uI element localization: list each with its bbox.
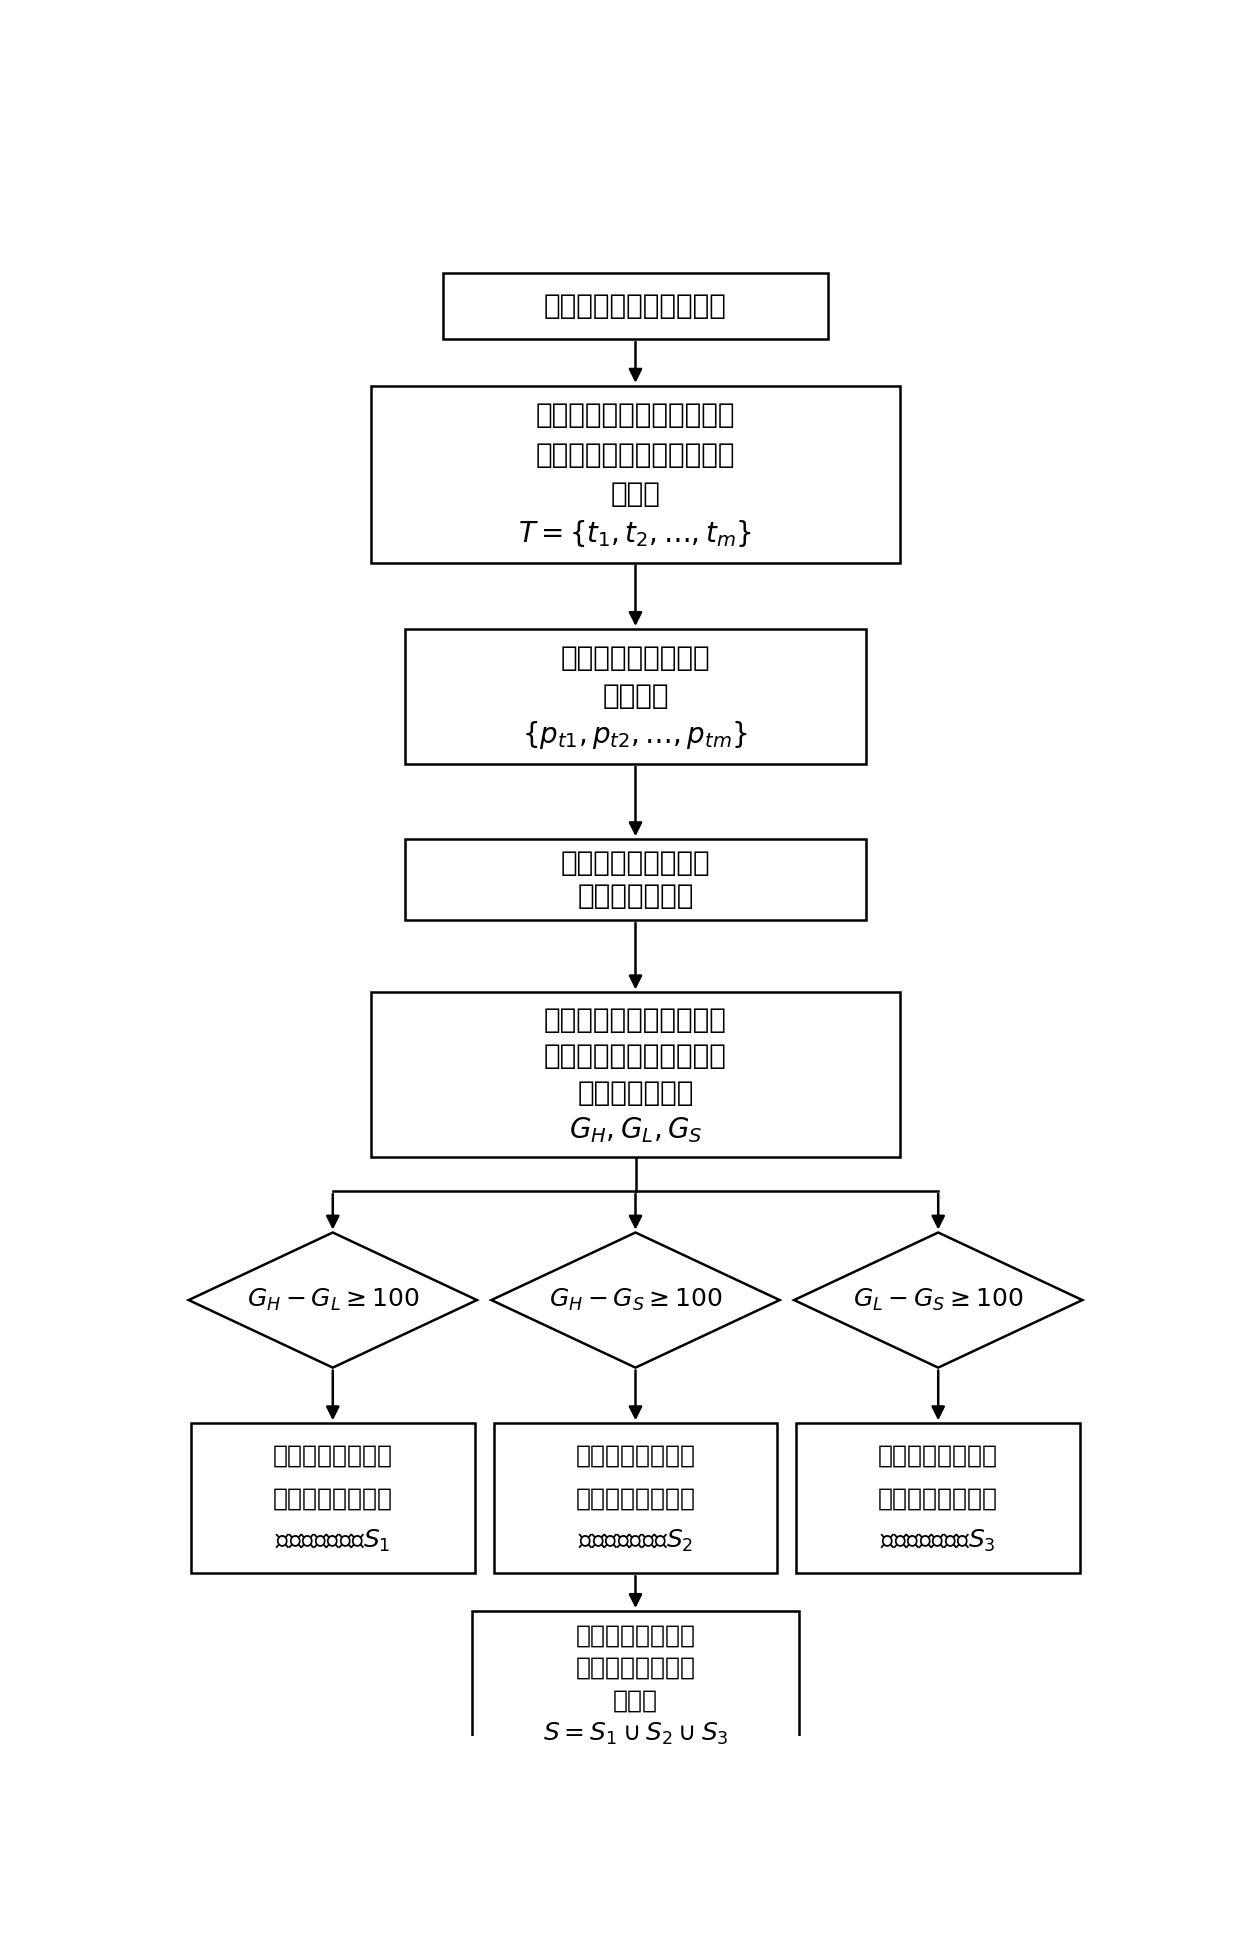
Text: 选取特征波段对应的: 选取特征波段对应的: [560, 644, 711, 673]
Text: 斑部位和阴影部位: 斑部位和阴影部位: [878, 1486, 998, 1509]
Text: 段为：: 段为：: [613, 1689, 658, 1712]
Text: $\{p_{t1},p_{t2},\ldots,p_{tm}\}$: $\{p_{t1},p_{t2},\ldots,p_{tm}\}$: [522, 720, 749, 751]
Text: 样本的光谱维数据预处理: 样本的光谱维数据预处理: [544, 292, 727, 320]
Text: 的特征波段集合$S_1$: 的特征波段集合$S_1$: [275, 1529, 391, 1554]
Text: 的特征波段集合$S_3$: 的特征波段集合$S_3$: [880, 1529, 996, 1554]
Text: $G_H-G_S\geq100$: $G_H-G_S\geq100$: [548, 1287, 723, 1312]
FancyBboxPatch shape: [444, 273, 828, 339]
Polygon shape: [188, 1232, 477, 1367]
Text: 中叶片的测线图: 中叶片的测线图: [578, 881, 693, 911]
Text: 计算测线图中叶片的健康: 计算测线图中叶片的健康: [544, 1006, 727, 1034]
FancyBboxPatch shape: [371, 386, 900, 564]
Text: $G_H-G_L\geq100$: $G_H-G_L\geq100$: [247, 1287, 419, 1312]
FancyBboxPatch shape: [494, 1424, 777, 1574]
Text: 选取进入可区分健: 选取进入可区分健: [575, 1443, 696, 1466]
Text: $T=\{t_1,t_2,\ldots,t_m\}$: $T=\{t_1,t_2,\ldots,t_m\}$: [518, 519, 753, 548]
Text: $S=S_1\cup S_2\cup S_3$: $S=S_1\cup S_2\cup S_3$: [543, 1720, 728, 1747]
Polygon shape: [794, 1232, 1083, 1367]
Text: 检测水稻叶片白叶: 检测水稻叶片白叶: [575, 1624, 696, 1648]
FancyBboxPatch shape: [796, 1424, 1080, 1574]
Text: 的特征波段集合$S_2$: 的特征波段集合$S_2$: [578, 1529, 693, 1554]
Polygon shape: [491, 1232, 780, 1367]
Text: 的高光谱图像光谱数据的特: 的高光谱图像光谱数据的特: [536, 441, 735, 468]
Text: 康部位和病斑部位: 康部位和病斑部位: [273, 1486, 393, 1509]
Text: 部位、病斑部位、阴影部: 部位、病斑部位、阴影部: [544, 1043, 727, 1071]
Text: 绘制样品的特征图像: 绘制样品的特征图像: [560, 850, 711, 878]
Text: 康部位和阴影部位: 康部位和阴影部位: [575, 1486, 696, 1509]
Text: 选取进入可区分病: 选取进入可区分病: [878, 1443, 998, 1466]
Text: 选取进入可区分健: 选取进入可区分健: [273, 1443, 393, 1466]
Text: $G_H,G_L,G_S$: $G_H,G_L,G_S$: [569, 1115, 702, 1145]
Text: 枯病病斑的特征波: 枯病病斑的特征波: [575, 1656, 696, 1681]
FancyBboxPatch shape: [371, 993, 900, 1158]
Text: 位的灰度平均值: 位的灰度平均值: [578, 1078, 693, 1108]
FancyBboxPatch shape: [472, 1611, 799, 1759]
FancyBboxPatch shape: [404, 838, 866, 920]
Text: 应用连续投影算法选取样本: 应用连续投影算法选取样本: [536, 402, 735, 429]
Text: 征波段: 征波段: [610, 480, 661, 507]
FancyBboxPatch shape: [404, 630, 866, 764]
FancyBboxPatch shape: [191, 1424, 475, 1574]
Text: 特征图像: 特征图像: [603, 682, 668, 710]
Text: $G_L-G_S\geq100$: $G_L-G_S\geq100$: [853, 1287, 1023, 1312]
